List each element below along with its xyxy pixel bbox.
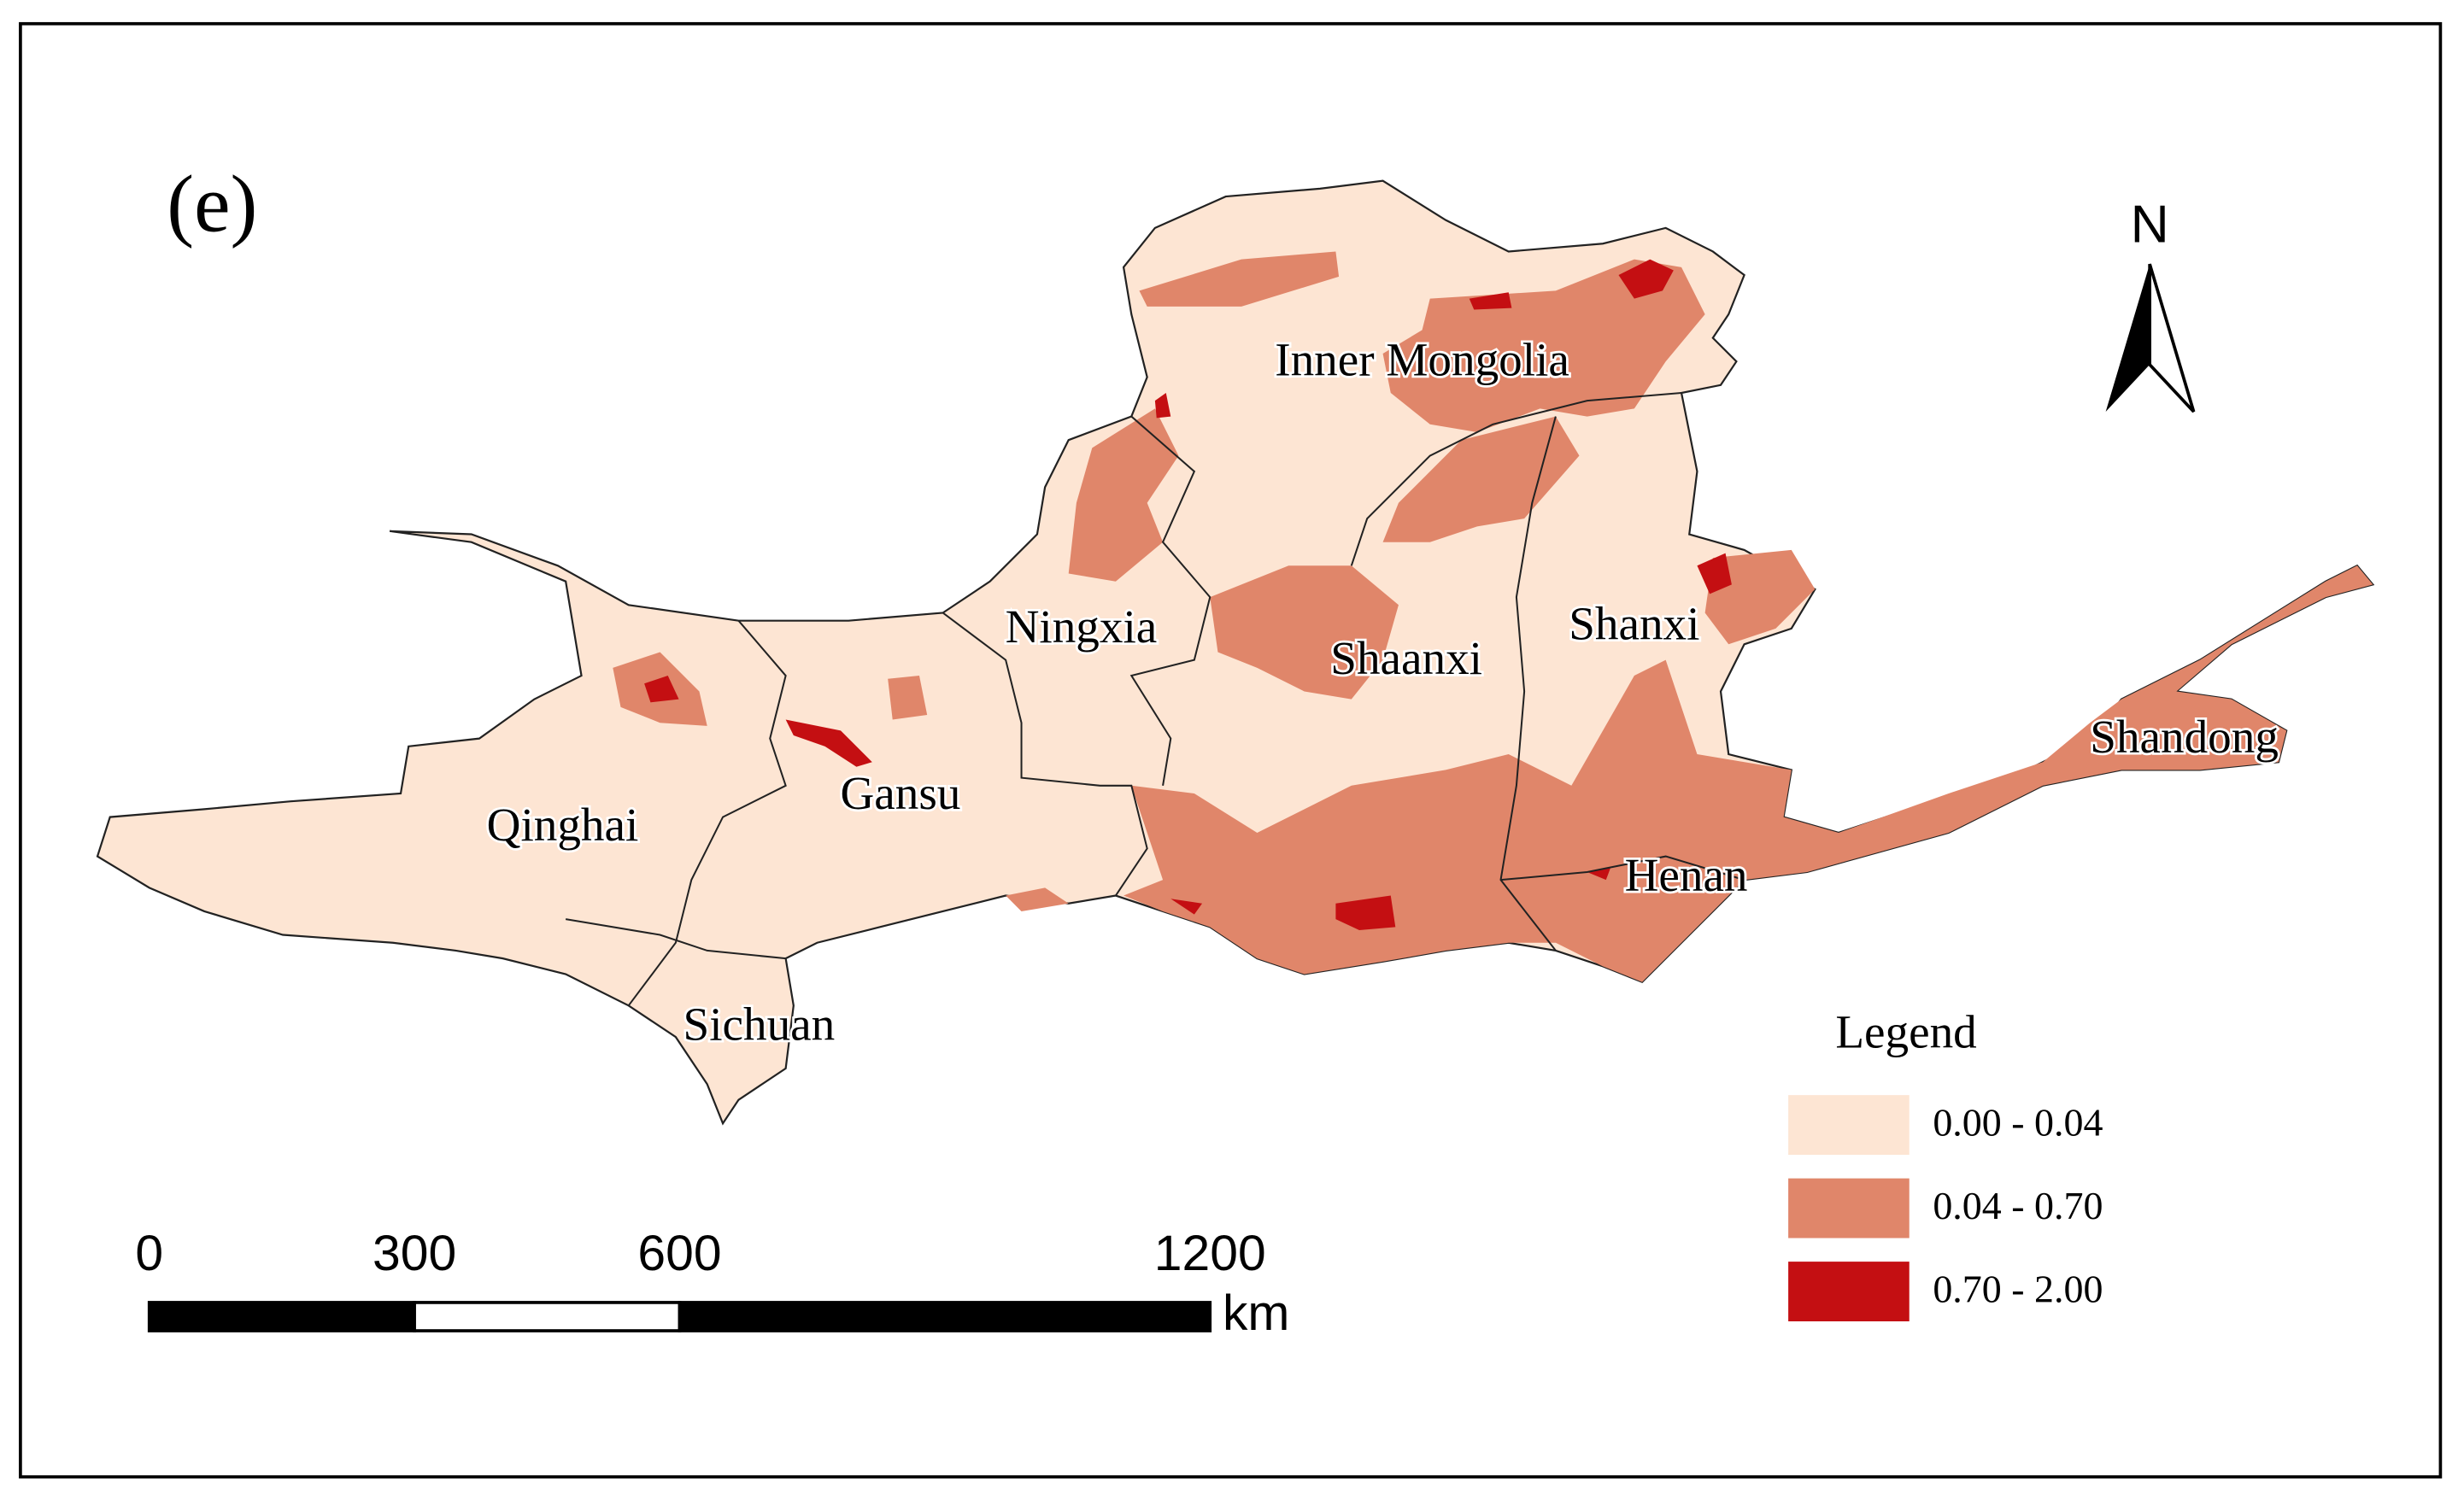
scale-unit: km (1223, 1285, 1289, 1341)
legend-label: 0.70 - 2.00 (1933, 1267, 2103, 1310)
province-labels: Inner Mongolia Ningxia Shaanxi Shanxi Gansu Q… (484, 331, 2281, 1053)
legend-swatch (1788, 1262, 1910, 1321)
province-boundaries (565, 391, 1745, 1006)
province-label: Gansu (840, 767, 960, 819)
legend: Legend 0.00 - 0.04 0.04 - 0.70 0.70 - 2.00 (1788, 1006, 2103, 1321)
scale-tick-label: 1200 (1154, 1226, 1266, 1281)
mid-class-areas (613, 251, 2373, 982)
scale-tick-label: 300 (373, 1226, 456, 1281)
province-label: Qinghai (487, 799, 639, 851)
scale-tick-label: 0 (135, 1226, 163, 1281)
legend-swatch (1788, 1095, 1910, 1156)
north-label: N (2131, 194, 2169, 254)
province-label: Ningxia (1006, 600, 1158, 653)
scale-tick-label: 600 (637, 1226, 721, 1281)
north-arrow (2148, 263, 2196, 413)
legend-title: Legend (1835, 1006, 1976, 1058)
scale-segment (147, 1301, 416, 1332)
scale-segment (413, 1301, 682, 1332)
province-label: Henan (1625, 849, 1748, 901)
province-label: Shandong (2090, 711, 2279, 763)
legend-swatch (1788, 1178, 1910, 1238)
scale-segment (678, 1301, 1212, 1332)
province-label: Shaanxi (1330, 632, 1482, 684)
legend-label: 0.00 - 0.04 (1933, 1100, 2103, 1144)
panel-label: (e) (167, 158, 257, 249)
province-label: Shanxi (1569, 598, 1699, 650)
legend-label: 0.04 - 0.70 (1933, 1184, 2103, 1227)
province-label: Sichuan (683, 998, 836, 1051)
high-class-areas (644, 259, 1732, 931)
province-label: Inner Mongolia (1275, 334, 1569, 386)
basin-map (96, 179, 2375, 1126)
